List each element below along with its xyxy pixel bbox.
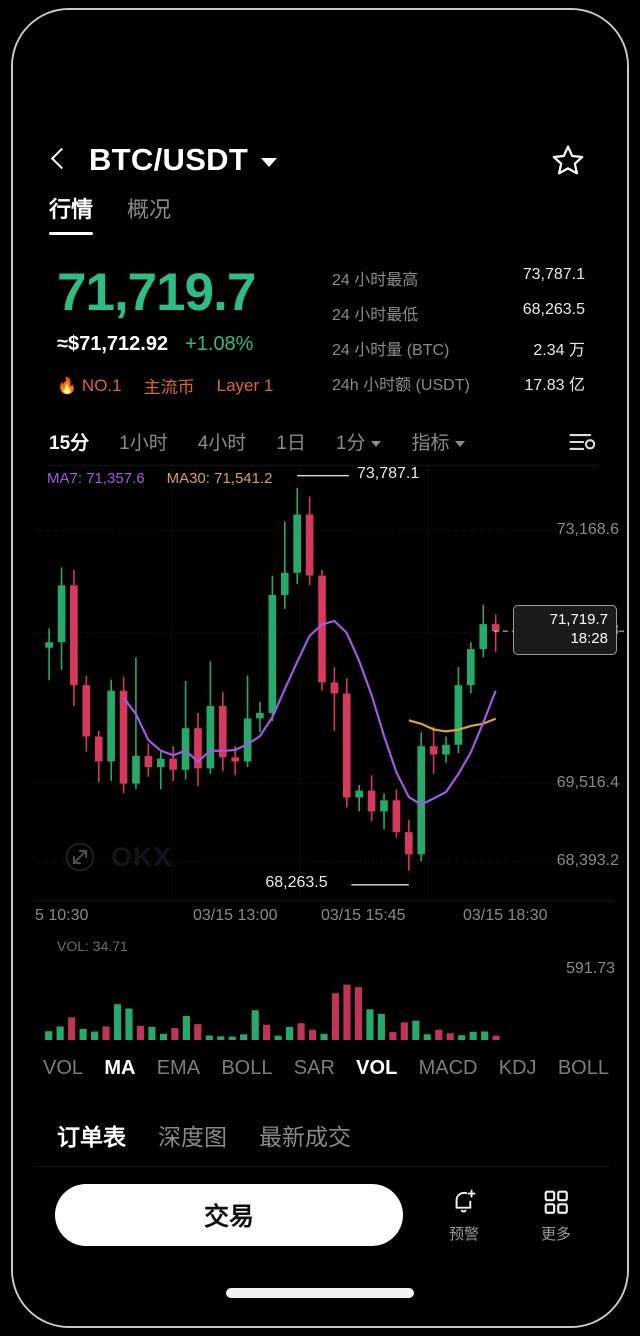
chevron-down-icon xyxy=(455,440,466,447)
timeframe-more-label: 1分 xyxy=(335,433,366,454)
more-button[interactable]: 更多 xyxy=(525,1186,587,1244)
indicator-sar[interactable]: SAR xyxy=(293,1056,335,1079)
indicator-ema[interactable]: EMA xyxy=(156,1056,201,1079)
indicator-vol-secondary[interactable]: VOL xyxy=(356,1056,398,1079)
indicator-dropdown-label: 指标 xyxy=(411,433,450,454)
time-axis: 5 10:30 03/15 13:00 03/15 15:45 03/15 18… xyxy=(35,900,613,928)
stat-label: 24 小时量 (BTC) xyxy=(332,342,450,359)
indicator-strip: VOL MA EMA BOLL SAR VOL MACD KDJ BOLL xyxy=(43,1048,609,1088)
price-block: 71,719.7 ≈$71,712.92 +1.08% 🔥 NO.1 主流币 L… xyxy=(57,266,273,398)
stat-value: 17.83 亿 xyxy=(524,377,586,394)
trade-button[interactable]: 交易 xyxy=(55,1184,403,1246)
stat-label: 24 小时最低 xyxy=(332,307,419,324)
indicator-macd[interactable]: MACD xyxy=(418,1056,478,1079)
stat-row: 24 小时最低 68,263.5 xyxy=(332,301,585,325)
timeframe-1h[interactable]: 1小时 xyxy=(119,433,168,454)
current-price-time: 18:28 xyxy=(570,629,608,647)
flame-icon: 🔥 xyxy=(57,377,77,395)
okx-watermark: OKX xyxy=(63,840,173,874)
volume-label: VOL: 34.71 xyxy=(57,938,128,954)
x-axis-label: 03/15 15:45 xyxy=(321,907,406,924)
indicator-boll[interactable]: BOLL xyxy=(221,1056,273,1079)
back-icon[interactable] xyxy=(49,145,71,175)
divider xyxy=(35,1166,609,1167)
phone-frame: BTC/USDT 行情 概况 71,719.7 ≈$71,712.92 +1.0… xyxy=(11,8,629,1328)
x-axis-label: 5 10:30 xyxy=(35,907,89,924)
low-annotation: 68,263.5 xyxy=(265,873,328,891)
last-price: 71,719.7 xyxy=(57,263,256,322)
ma7-legend: MA7: 71,357.6 xyxy=(47,470,145,487)
timeframe-more-dropdown[interactable]: 1分 xyxy=(336,428,382,455)
stat-row: 24h 小时额 (USDT) 17.83 亿 xyxy=(332,371,585,395)
y-axis-label: 73,168.6 xyxy=(556,520,619,538)
ma-legend: MA7: 71,357.6 MA30: 71,541.2 xyxy=(47,470,273,487)
chevron-down-icon xyxy=(371,440,382,447)
stats-panel: 24 小时最高 73,787.1 24 小时最低 68,263.5 24 小时量… xyxy=(332,266,585,406)
indicator-vol[interactable]: VOL xyxy=(43,1056,84,1079)
tab-overview[interactable]: 概况 xyxy=(127,197,172,222)
top-tabs: 行情 概况 xyxy=(49,192,171,235)
timeframe-15m[interactable]: 15分 xyxy=(49,433,90,454)
stat-row: 24 小时量 (BTC) 2.34 万 xyxy=(332,336,585,360)
timeframe-1d[interactable]: 1日 xyxy=(276,433,306,454)
bell-plus-icon xyxy=(455,1189,476,1213)
stat-value: 2.34 万 xyxy=(533,342,585,359)
price-axis: 73,168.6 71,702.8 69,516.4 68,393.2 71,7… xyxy=(509,466,619,896)
chevron-down-icon[interactable] xyxy=(261,158,278,167)
more-label: 更多 xyxy=(540,1226,571,1243)
app-screen: BTC/USDT 行情 概况 71,719.7 ≈$71,712.92 +1.0… xyxy=(13,10,627,1326)
action-bar: 交易 预警 更多 xyxy=(13,1174,627,1256)
indicator-boll-secondary[interactable]: BOLL xyxy=(557,1056,609,1079)
x-axis-label: 03/15 13:00 xyxy=(193,907,278,924)
price-usd: ≈$71,712.92 xyxy=(57,333,169,355)
alert-label: 预警 xyxy=(448,1226,479,1243)
star-icon[interactable] xyxy=(551,143,585,177)
bottom-tabs: 订单表 深度图 最新成交 xyxy=(57,1118,351,1152)
alert-button[interactable]: 预警 xyxy=(433,1186,495,1244)
grid-icon xyxy=(544,1190,568,1214)
y-axis-label: 69,516.4 xyxy=(556,773,619,791)
tab-market[interactable]: 行情 xyxy=(49,192,94,235)
current-price-value: 71,719.7 xyxy=(549,611,608,629)
sliders-icon[interactable] xyxy=(567,429,597,455)
stat-row: 24 小时最高 73,787.1 xyxy=(332,266,585,290)
page-header: BTC/USDT xyxy=(13,132,627,188)
okx-logo-text: OKX xyxy=(111,841,173,872)
stat-value: 68,263.5 xyxy=(522,301,585,318)
tag-list: 🔥 NO.1 主流币 Layer 1 xyxy=(57,373,273,398)
tab-recent-trades[interactable]: 最新成交 xyxy=(259,1124,351,1150)
tag-layer1[interactable]: Layer 1 xyxy=(216,375,274,395)
indicator-ma[interactable]: MA xyxy=(104,1056,136,1079)
tab-orderbook[interactable]: 订单表 xyxy=(57,1124,126,1150)
home-indicator xyxy=(226,1288,414,1298)
timeframe-bar: 15分 1小时 4小时 1日 1分 指标 xyxy=(49,418,597,466)
expand-icon[interactable] xyxy=(63,840,97,874)
candlestick-svg xyxy=(35,466,627,896)
x-axis-label: 03/15 18:30 xyxy=(463,907,548,924)
volume-max-label: 591.73 xyxy=(566,960,615,977)
y-axis-label: 68,393.2 xyxy=(556,851,619,869)
tag-rank-label: NO.1 xyxy=(81,375,122,395)
indicator-dropdown[interactable]: 指标 xyxy=(411,428,466,455)
ma30-legend: MA30: 71,541.2 xyxy=(166,470,273,487)
price-change-percent: +1.08% xyxy=(185,333,254,355)
stat-label: 24 小时最高 xyxy=(332,272,419,289)
volume-svg xyxy=(45,984,500,1040)
stat-value: 73,787.1 xyxy=(522,266,585,283)
timeframe-4h[interactable]: 4小时 xyxy=(197,433,247,454)
volume-chart[interactable]: VOL: 34.71 591.73 xyxy=(35,936,627,1046)
price-secondary-row: ≈$71,712.92 +1.08% xyxy=(57,333,273,356)
high-annotation: 73,787.1 xyxy=(356,464,420,482)
tag-rank[interactable]: 🔥 NO.1 xyxy=(57,376,122,396)
page-title[interactable]: BTC/USDT xyxy=(89,142,249,177)
indicator-kdj[interactable]: KDJ xyxy=(498,1056,537,1079)
stat-label: 24h 小时额 (USDT) xyxy=(332,377,470,394)
current-price-marker: 71,719.7 18:28 xyxy=(513,605,617,655)
price-chart[interactable]: MA7: 71,357.6 MA30: 71,541.2 73,168.6 71… xyxy=(35,464,627,896)
tag-mainstream[interactable]: 主流币 xyxy=(143,378,195,397)
tab-depth-chart[interactable]: 深度图 xyxy=(158,1124,227,1150)
